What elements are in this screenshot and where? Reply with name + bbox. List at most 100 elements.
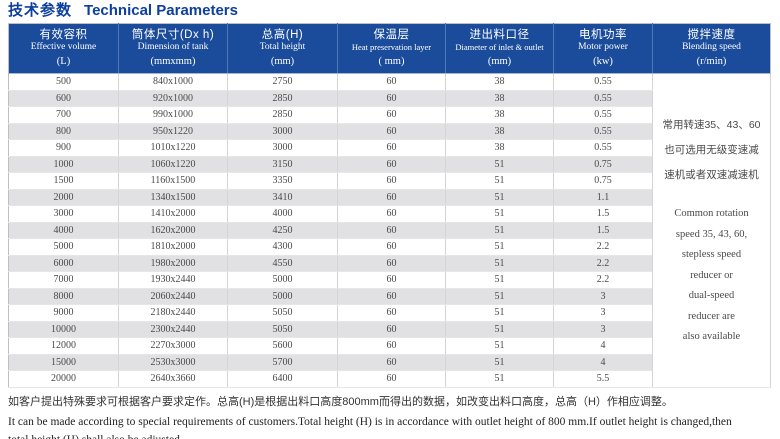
cell-insulation: 60: [337, 271, 446, 289]
cell-insulation: 60: [337, 304, 446, 322]
cell-effective-volume: 2000: [8, 189, 119, 206]
cell-diameter: 51: [445, 222, 554, 239]
table-row: 700 990x1000 2850 60 38 0.55: [8, 106, 771, 124]
cell-insulation: 60: [337, 288, 446, 305]
blending-speed-note-en-line: reducer are: [688, 310, 735, 322]
cell-insulation: 60: [337, 205, 446, 223]
table-row: 9000 2180x2440 5050 60 51 3: [8, 304, 771, 322]
cell-power: 4: [553, 337, 653, 355]
cell-effective-volume: 3000: [8, 205, 119, 223]
cell-diameter: 51: [445, 271, 554, 289]
cell-diameter: 51: [445, 304, 554, 322]
cell-dimension: 1410x2000: [118, 205, 228, 223]
column-header-dimension-of-tank-unit: (mmxmm): [150, 55, 196, 67]
cell-total-height: 3000: [227, 123, 338, 140]
cell-dimension: 1160x1500: [118, 172, 228, 190]
column-header-inlet-outlet-diameter-unit: (mm): [487, 55, 512, 67]
cell-power: 2.2: [553, 238, 653, 256]
cell-total-height: 3000: [227, 139, 338, 157]
page-title: 技术参数 Technical Parameters: [8, 2, 780, 20]
cell-power: 0.75: [553, 156, 653, 173]
blending-speed-note-en: Common rotation speed 35, 43, 60, stepless…: [655, 204, 768, 348]
column-header-heat-preservation-layer-en: Heat preservation layer: [351, 41, 432, 52]
cell-diameter: 51: [445, 288, 554, 305]
cell-effective-volume: 8000: [8, 288, 119, 305]
column-header-heat-preservation-layer-unit: ( mm): [378, 55, 405, 67]
cell-diameter: 51: [445, 321, 554, 338]
blending-speed-note-en-line: also available: [682, 331, 741, 342]
blending-speed-note-en-line: Common rotation: [674, 208, 749, 219]
cell-diameter: 51: [445, 255, 554, 272]
column-header-motor-power-unit: (kw): [593, 55, 613, 67]
cell-dimension: 1340x1500: [118, 189, 228, 206]
cell-dimension: 2300x2440: [118, 321, 228, 338]
cell-insulation: 60: [337, 73, 446, 91]
table-row: 7000 1930x2440 5000 60 51 2.2: [8, 271, 771, 289]
cell-dimension: 1980x2000: [118, 255, 228, 272]
table-row: 4000 1620x2000 4250 60 51 1.5: [8, 222, 771, 239]
cell-dimension: 1810x2000: [118, 238, 228, 256]
cell-total-height: 5050: [227, 321, 338, 338]
table-row: 5000 1810x2000 4300 60 51 2.2: [8, 238, 771, 256]
blending-speed-note-cell: 常用转速35、43、60 也可选用无级变速减 速机或者双速减速机 Common rot…: [652, 73, 771, 388]
cell-diameter: 51: [445, 205, 554, 223]
column-header-effective-volume-cn: 有效容积: [39, 28, 88, 41]
cell-power: 3: [553, 288, 653, 305]
column-header-total-height-unit: (mm): [270, 55, 295, 67]
table-row: 500 840x1000 2750 60 38 0.55 常用转速35、43、60 也可选用无…: [8, 73, 771, 388]
cell-diameter: 38: [445, 73, 554, 91]
cell-total-height: 4250: [227, 222, 338, 239]
cell-power: 0.55: [553, 73, 653, 91]
cell-power: 0.55: [553, 123, 653, 140]
column-header-inlet-outlet-diameter-en: Diameter of inlet & outlet: [455, 41, 544, 52]
cell-effective-volume: 20000: [8, 370, 119, 388]
cell-power: 0.55: [553, 90, 653, 107]
cell-power: 0.55: [553, 139, 653, 157]
cell-total-height: 5000: [227, 288, 338, 305]
cell-insulation: 60: [337, 354, 446, 371]
cell-total-height: 5600: [227, 337, 338, 355]
table-row: 600 920x1000 2850 60 38 0.55: [8, 90, 771, 107]
cell-effective-volume: 900: [8, 139, 119, 157]
cell-total-height: 4000: [227, 205, 338, 223]
cell-dimension: 840x1000: [118, 73, 228, 91]
cell-total-height: 4300: [227, 238, 338, 256]
footer-note-cn: 如客户提出特殊要求可根据客户要求定作。总高(H)是根据出料口高度800mm而得出…: [8, 395, 673, 408]
cell-power: 5.5: [553, 370, 653, 388]
cell-effective-volume: 1000: [8, 156, 119, 173]
cell-dimension: 1620x2000: [118, 222, 228, 239]
cell-insulation: 60: [337, 123, 446, 140]
cell-power: 3: [553, 321, 653, 338]
cell-insulation: 60: [337, 156, 446, 173]
cell-power: 1.5: [553, 222, 653, 239]
column-header-blending-speed-unit: (r/min): [696, 55, 727, 67]
table-row: 3000 1410x2000 4000 60 51 1.5: [8, 205, 771, 223]
cell-total-height: 3150: [227, 156, 338, 173]
table-row: 20000 2640x3660 6400 60 51 5.5: [8, 370, 771, 388]
blending-speed-note-en-line: speed 35, 43, 60,: [675, 228, 748, 240]
column-header-dimension-of-tank-en: Dimension of tank: [137, 41, 209, 52]
table-row: 900 1010x1220 3000 60 38 0.55: [8, 139, 771, 157]
blending-speed-note-en-line: stepless speed: [681, 249, 742, 260]
blending-speed-note-en-line: dual-speed: [688, 290, 735, 301]
cell-diameter: 51: [445, 189, 554, 206]
column-header-dimension-of-tank: 筒体尺寸(Dx h) Dimension of tank (mmxmm): [118, 23, 228, 74]
cell-power: 2.2: [553, 271, 653, 289]
cell-effective-volume: 800: [8, 123, 119, 140]
cell-effective-volume: 9000: [8, 304, 119, 322]
table-row: 1500 1160x1500 3350 60 51 0.75: [8, 172, 771, 190]
cell-insulation: 60: [337, 189, 446, 206]
cell-total-height: 3350: [227, 172, 338, 190]
page-title-en: Technical Parameters: [84, 2, 238, 19]
cell-dimension: 950x1220: [118, 123, 228, 140]
cell-power: 1.1: [553, 189, 653, 206]
cell-effective-volume: 12000: [8, 337, 119, 355]
table-row: 6000 1980x2000 4550 60 51 2.2: [8, 255, 771, 272]
footer-note-en: It can be made according to special requ…: [8, 413, 780, 439]
cell-total-height: 5000: [227, 271, 338, 289]
cell-total-height: 3410: [227, 189, 338, 206]
cell-effective-volume: 6000: [8, 255, 119, 272]
column-header-blending-speed-cn: 搅拌速度: [687, 28, 736, 41]
cell-effective-volume: 10000: [8, 321, 119, 338]
